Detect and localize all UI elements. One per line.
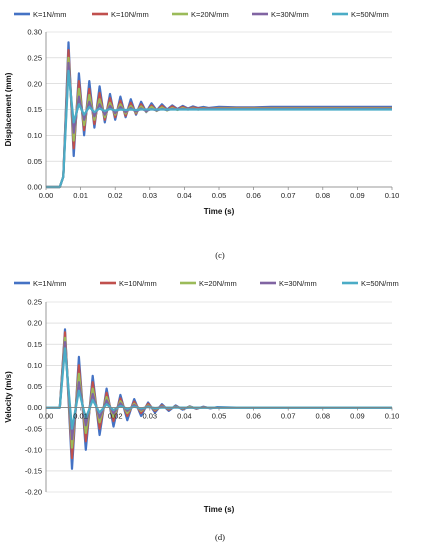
series-line: [46, 61, 392, 189]
legend-label: K=50N/mm: [361, 279, 399, 288]
series-line: [46, 328, 392, 470]
grid: [46, 301, 392, 493]
series-line: [46, 331, 392, 460]
legend: K=1N/mm K=10N/mm K=20N/mm K=30N/mm K=50N/mm: [14, 10, 389, 19]
y-tick-label: -0.05: [25, 424, 42, 433]
x-tick-label: 0.01: [73, 191, 88, 200]
x-tick-label: 0.01: [73, 412, 88, 421]
y-tick-label: 0.05: [27, 157, 42, 166]
x-tick-label: 0.03: [142, 412, 157, 421]
series-line: [46, 41, 392, 189]
x-tick-label: 0.05: [212, 412, 227, 421]
x-tick-label: 0.09: [350, 412, 365, 421]
legend-label: K=1N/mm: [33, 279, 67, 288]
y-tick-label: 0.25: [27, 298, 42, 307]
y-tick-label: -0.10: [25, 445, 42, 454]
x-tick-label: 0.00: [39, 412, 54, 421]
legend-label: K=10N/mm: [111, 10, 149, 19]
legend: K=1N/mm K=10N/mm K=20N/mm K=30N/mm K=50N/mm: [14, 279, 399, 288]
plot-area: [46, 328, 392, 470]
y-tick-label: 0.20: [27, 79, 42, 88]
x-tick-label: 0.02: [108, 412, 123, 421]
x-tick-label: 0.00: [39, 191, 54, 200]
plot-area: [46, 41, 392, 189]
x-tick-label: 0.07: [281, 412, 296, 421]
figure-caption: (d): [215, 532, 225, 542]
y-tick-label: 0.30: [27, 28, 42, 37]
y-tick-label: 0.10: [27, 131, 42, 140]
legend-label: K=30N/mm: [279, 279, 317, 288]
x-tick-label: 0.06: [246, 412, 261, 421]
x-tick-label: 0.07: [281, 191, 296, 200]
legend-label: K=30N/mm: [271, 10, 309, 19]
y-tick-label: 0.10: [27, 361, 42, 370]
y-axis-title: Displacement (mm): [4, 72, 13, 146]
y-tick-label: -0.15: [25, 466, 42, 475]
series-line: [46, 56, 392, 189]
legend-label: K=10N/mm: [119, 279, 157, 288]
figure-caption: (c): [215, 250, 225, 260]
x-tick-label: 0.06: [246, 191, 261, 200]
x-tick-label: 0.10: [385, 412, 400, 421]
series-line: [46, 336, 392, 449]
y-tick-label: 0.00: [27, 403, 42, 412]
series-line: [46, 69, 392, 189]
y-tick-label: 0.20: [27, 319, 42, 328]
x-tick-label: 0.10: [385, 191, 400, 200]
y-tick-label: 0.00: [27, 183, 42, 192]
x-tick-label: 0.08: [315, 412, 330, 421]
displacement-chart: K=1N/mm K=10N/mm K=20N/mm K=30N/mm K=50N/mm …: [4, 10, 399, 260]
legend-label: K=20N/mm: [199, 279, 237, 288]
y-tick-label: -0.20: [25, 488, 42, 497]
x-tick-label: 0.05: [212, 191, 227, 200]
x-tick-label: 0.04: [177, 191, 192, 200]
y-tick-label: 0.15: [27, 340, 42, 349]
legend-label: K=1N/mm: [33, 10, 67, 19]
x-tick-label: 0.03: [142, 191, 157, 200]
x-tick-label: 0.08: [315, 191, 330, 200]
y-tick-label: 0.15: [27, 105, 42, 114]
legend-label: K=50N/mm: [351, 10, 389, 19]
y-axis-title: Velocity (m/s): [4, 371, 13, 423]
x-tick-label: 0.02: [108, 191, 123, 200]
legend-label: K=20N/mm: [191, 10, 229, 19]
series-line: [46, 48, 392, 189]
axes: -0.20 -0.15 -0.10 -0.05 0.00 0.05 0.10 0.15 0.20…: [25, 298, 399, 497]
y-tick-label: 0.25: [27, 53, 42, 62]
axes: 0.00 0.05 0.10 0.15 0.20 0.25 0.30 0.00 0.01 0.02…: [27, 28, 399, 200]
x-tick-label: 0.09: [350, 191, 365, 200]
velocity-chart: K=1N/mm K=10N/mm K=20N/mm K=30N/mm K=50N/mm …: [4, 279, 399, 542]
x-tick-label: 0.04: [177, 412, 192, 421]
y-tick-label: 0.05: [27, 382, 42, 391]
x-axis-title: Time (s): [204, 207, 235, 216]
x-axis-title: Time (s): [204, 505, 235, 514]
